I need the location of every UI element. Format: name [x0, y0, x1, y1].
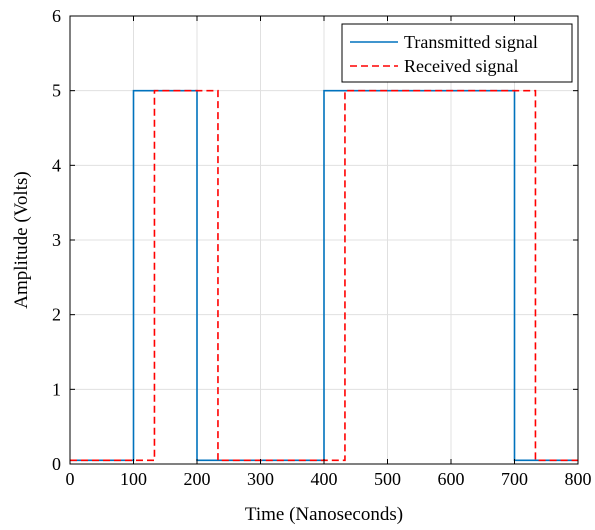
- ticks: [69, 15, 579, 465]
- x-axis-label: Time (Nanoseconds): [245, 504, 403, 525]
- legend-label-received: Received signal: [404, 56, 518, 76]
- series-line-received: [70, 89, 578, 462]
- y-tick-label: 5: [52, 81, 61, 101]
- y-axis-label: Amplitude (Volts): [11, 171, 32, 308]
- x-tick-label: 100: [120, 469, 147, 489]
- y-tick-label: 1: [52, 379, 61, 399]
- y-tick-label: 6: [52, 6, 61, 26]
- x-tick-label: 700: [501, 469, 528, 489]
- x-tick-label: 500: [374, 469, 401, 489]
- legend-box: [341, 23, 573, 83]
- y-tick-label: 2: [52, 305, 61, 325]
- legend-label-transmitted: Transmitted signal: [404, 32, 538, 52]
- y-tick-label: 3: [52, 230, 61, 250]
- y-tick-label: 0: [52, 454, 61, 474]
- x-tick-label: 300: [247, 469, 274, 489]
- legend: Transmitted signal Received signal: [341, 23, 573, 83]
- y-tick-label: 4: [52, 155, 61, 175]
- tick-labels: 0 100 200 300 400 500 600 700 800 0 1 2 3 4 5 6: [52, 6, 592, 489]
- x-tick-label: 800: [565, 469, 592, 489]
- x-tick-label: 600: [438, 469, 465, 489]
- x-tick-label: 0: [66, 469, 75, 489]
- x-tick-label: 200: [184, 469, 211, 489]
- x-tick-label: 400: [311, 469, 338, 489]
